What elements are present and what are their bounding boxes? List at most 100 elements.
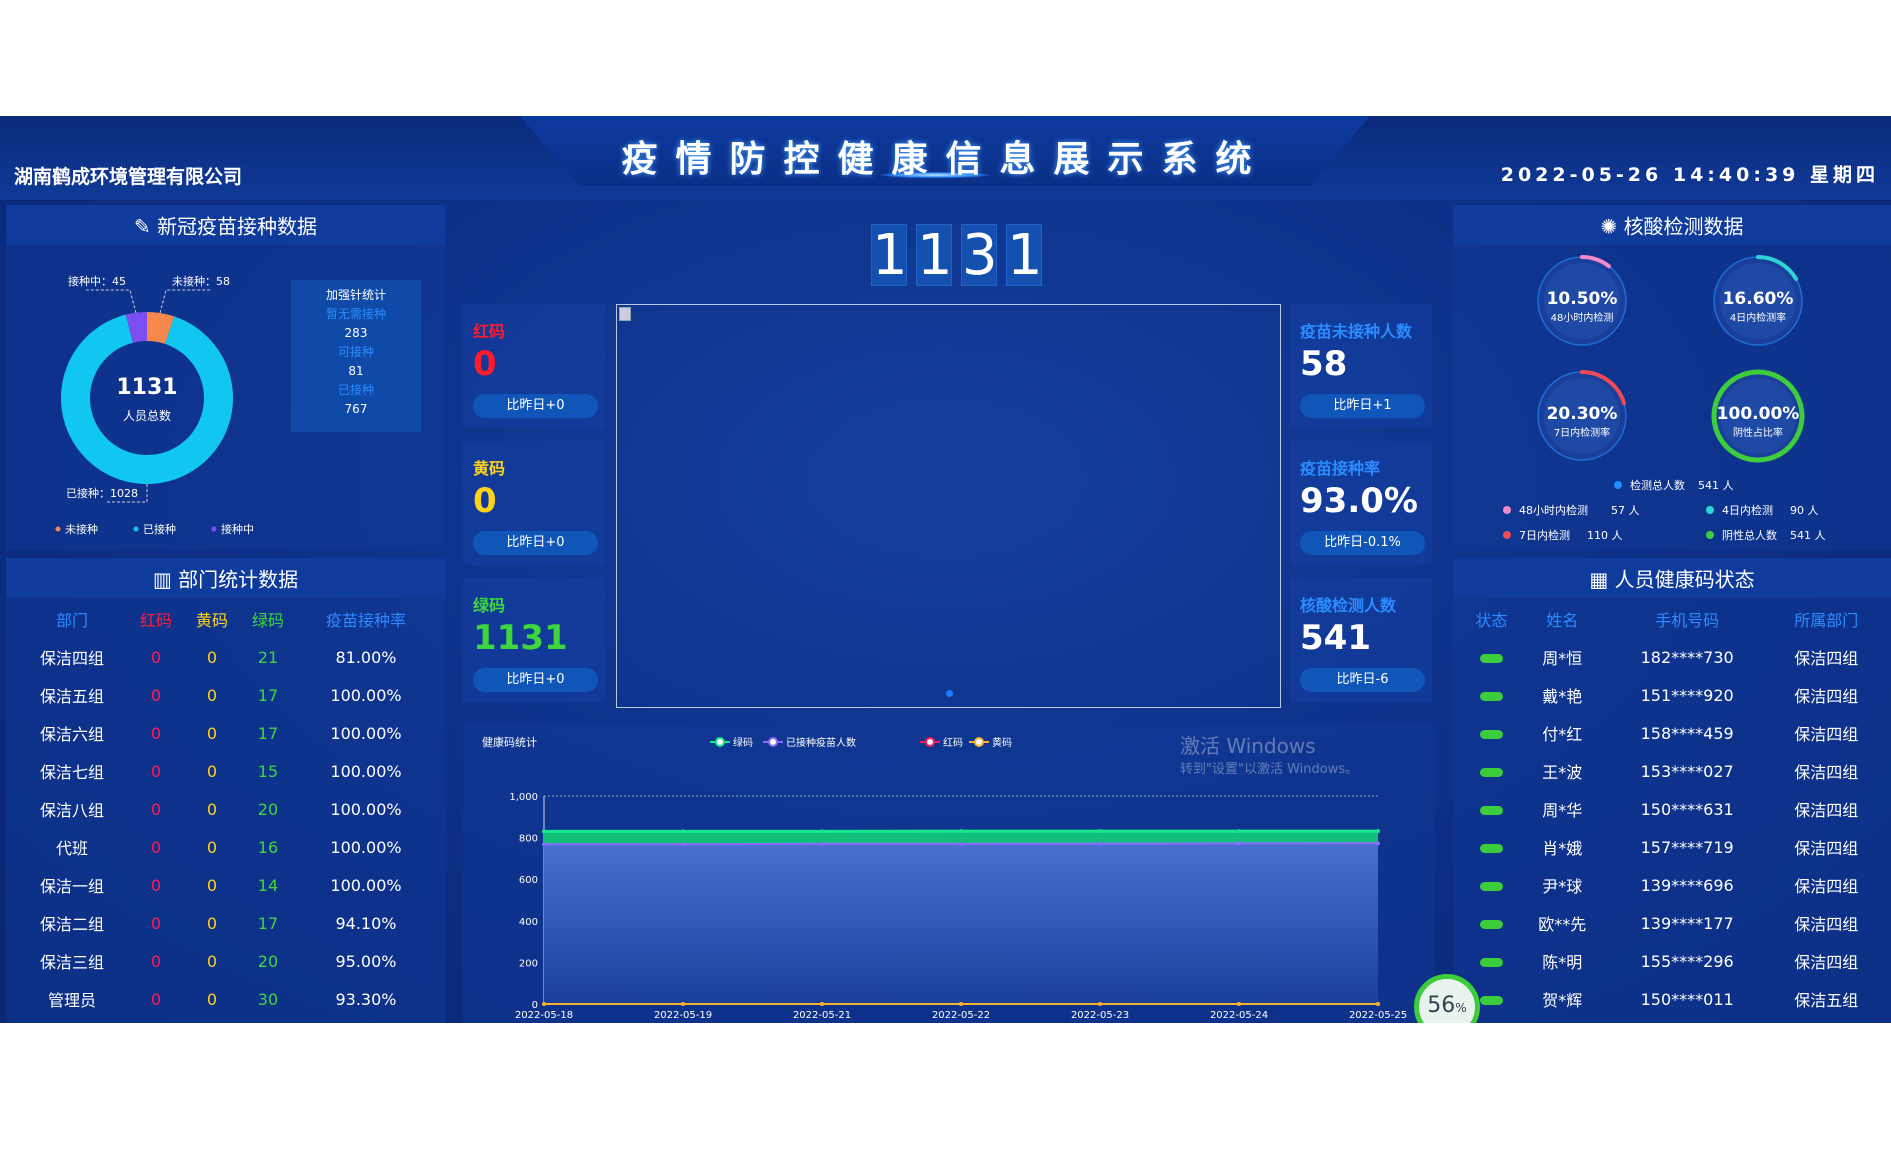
dept-cell: 保洁三组 — [39, 953, 104, 972]
data-point[interactable] — [542, 829, 546, 834]
data-point[interactable] — [1098, 841, 1102, 846]
legend-dot — [1503, 506, 1511, 514]
dept-panel: ▥ 部门统计数据 部门 红码 黄码 绿码 疫苗接种率 保洁四组 0 0 21 81.00% 保洁五组… — [6, 558, 445, 1023]
ring-progress-arc — [1580, 370, 1627, 406]
health-cell: 保洁四组 — [1794, 763, 1859, 782]
data-point[interactable] — [681, 842, 685, 847]
nucleic-legend-value: 57 人 — [1611, 504, 1640, 517]
donut-legend-item[interactable]: 未接种 — [65, 522, 98, 536]
dept-cell: 保洁四组 — [39, 649, 104, 668]
data-point[interactable] — [1237, 841, 1241, 846]
legend-marker — [974, 737, 984, 747]
data-point[interactable] — [542, 842, 546, 847]
data-point[interactable] — [959, 1002, 963, 1006]
dept-panel-title: 部门统计数据 — [178, 567, 299, 592]
data-point[interactable] — [1237, 1002, 1241, 1006]
chart-legend-item[interactable]: 黄码 — [992, 736, 1012, 749]
donut-slice[interactable] — [147, 312, 175, 344]
data-point[interactable] — [1376, 829, 1380, 834]
health-cell: 保洁四组 — [1794, 915, 1859, 934]
donut-slice[interactable] — [61, 314, 234, 485]
health-status-panel: ▦ 人员健康码状态 状态 姓名 手机号码 所属部门 周*恒 182****730 保洁四组戴… — [1453, 558, 1891, 1023]
table-row: 陈*明 155****296 保洁四组 — [1463, 942, 1883, 980]
watermark-line1: 激活 Windows — [1180, 734, 1316, 758]
data-point[interactable] — [1237, 829, 1241, 834]
nucleic-legend-label: 检测总人数 — [1630, 478, 1685, 492]
gauge-value: 56 — [1427, 993, 1456, 1018]
data-point[interactable] — [681, 829, 685, 834]
green-code-area — [544, 831, 1378, 845]
health-table: 状态 姓名 手机号码 所属部门 周*恒 182****730 保洁四组 戴*艳 151****9… — [1463, 600, 1883, 1018]
stat-value: 93.0% — [1300, 481, 1418, 521]
health-cell: 157****719 — [1640, 837, 1734, 857]
health-code-chart: 健康码统计 绿码 已接种疫苗人数 红码 黄码 0 200 400 600 800 1,000 2022… — [482, 735, 1407, 1021]
ring-inner — [1544, 263, 1620, 339]
chart-legend-item[interactable]: 已接种疫苗人数 — [786, 736, 856, 749]
dept-cell: 0 — [150, 875, 162, 895]
data-point[interactable] — [1376, 1002, 1380, 1006]
dept-cell: 94.10% — [335, 913, 397, 933]
stat-delta: 比昨日+0 — [473, 531, 598, 555]
data-point[interactable] — [542, 1002, 546, 1006]
data-point[interactable] — [820, 1002, 824, 1006]
ring-inner — [1720, 378, 1796, 454]
dept-cell: 17 — [257, 913, 279, 933]
data-point[interactable] — [1098, 829, 1102, 834]
table-row: 保洁八组 0 0 20 100.00% — [16, 790, 436, 828]
health-cell: 150****011 — [1640, 989, 1734, 1009]
data-point[interactable] — [959, 829, 963, 834]
donut-legend-item[interactable]: 已接种 — [143, 522, 176, 536]
chart-legend-item[interactable]: 绿码 — [733, 736, 753, 749]
dept-cell: 0 — [206, 799, 218, 819]
broken-image-icon — [619, 307, 631, 321]
donut-legend-item[interactable]: 接种中 — [221, 522, 254, 536]
data-point[interactable] — [820, 841, 824, 846]
legend-dot — [211, 526, 217, 532]
dashboard: 疫情防控健康信息展示系统 湖南鹤成环境管理有限公司 2022-05-26 14:… — [0, 116, 1891, 1023]
dept-cell: 保洁五组 — [39, 687, 104, 706]
chart-legend-item[interactable]: 红码 — [943, 736, 963, 749]
nucleic-legend-value: 110 人 — [1587, 529, 1623, 542]
x-tick-label: 2022-05-21 — [793, 1010, 851, 1021]
data-point[interactable] — [1098, 1002, 1102, 1006]
health-cell: 182****730 — [1640, 647, 1734, 667]
dept-cell: 0 — [206, 837, 218, 857]
stat-delta: 比昨日+0 — [473, 668, 598, 692]
dept-cell: 0 — [150, 989, 162, 1009]
donut-label: 已接种：1028 — [66, 486, 138, 500]
health-cell: 139****696 — [1640, 875, 1734, 895]
dept-cell: 15 — [257, 761, 279, 781]
status-indicator — [1479, 919, 1503, 929]
data-point[interactable] — [681, 1002, 685, 1006]
health-cell: 保洁四组 — [1794, 649, 1859, 668]
ring-progress-arc — [1711, 369, 1805, 463]
data-point[interactable] — [820, 829, 824, 834]
table-row: 戴*艳 151****920 保洁四组 — [1463, 676, 1883, 714]
health-cell: 保洁四组 — [1794, 877, 1859, 896]
dept-cell: 100.00% — [330, 761, 402, 781]
carousel-dot[interactable] — [946, 690, 953, 697]
dept-cell: 代班 — [55, 839, 88, 858]
dept-cell: 20 — [257, 951, 279, 971]
dept-cell: 0 — [150, 723, 162, 743]
donut-slice[interactable] — [125, 312, 147, 343]
x-tick-label: 2022-05-24 — [1210, 1010, 1268, 1021]
legend-dot — [1706, 531, 1714, 539]
image-carousel[interactable] — [616, 304, 1281, 708]
dept-cell: 保洁一组 — [39, 877, 104, 896]
health-cell: 153****027 — [1640, 761, 1734, 781]
data-point[interactable] — [1376, 841, 1380, 846]
data-point[interactable] — [959, 841, 963, 846]
legend-marker — [768, 737, 778, 747]
x-tick-label: 2022-05-19 — [654, 1010, 712, 1021]
health-col-header: 姓名 — [1546, 611, 1579, 630]
vaccine-panel: ✎ 新冠疫苗接种数据 1131 人员总数 未接种：58 已接种：1028 接种中：45 未… — [6, 205, 445, 550]
ring-value: 10.50% — [1547, 289, 1618, 309]
health-cell: 王*波 — [1542, 763, 1583, 782]
dept-cell: 0 — [150, 799, 162, 819]
health-panel-header: ▦ 人员健康码状态 — [1453, 558, 1891, 598]
health-cell: 保洁四组 — [1794, 725, 1859, 744]
legend-marker — [925, 737, 935, 747]
booster-label: 已接种 — [337, 383, 374, 397]
dept-cell: 0 — [206, 761, 218, 781]
